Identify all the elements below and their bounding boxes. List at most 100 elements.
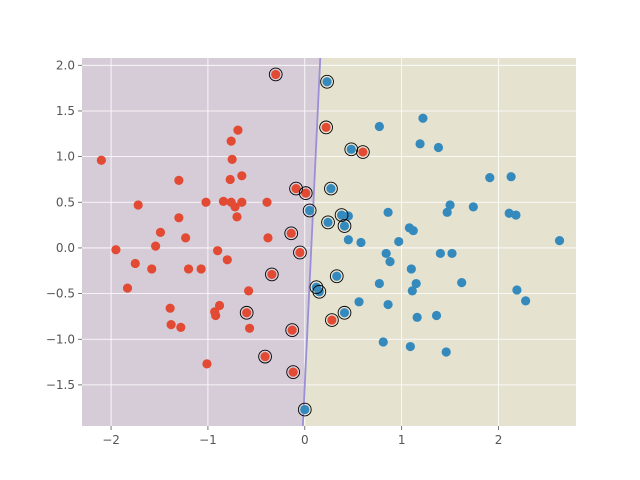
point-class-0 bbox=[174, 175, 184, 185]
point-class-0 bbox=[263, 233, 273, 243]
point-class-1 bbox=[339, 221, 350, 231]
point-class-1 bbox=[336, 210, 347, 220]
support-vector-ring bbox=[309, 280, 324, 295]
support-vector-ring bbox=[289, 181, 303, 196]
point-class-1 bbox=[405, 341, 415, 352]
point-class-1 bbox=[412, 312, 422, 322]
point-class-0 bbox=[166, 320, 176, 330]
decision-regions bbox=[82, 58, 576, 426]
point-class-0 bbox=[165, 303, 175, 313]
region-class-1 bbox=[302, 58, 576, 426]
point-class-0 bbox=[202, 359, 212, 369]
point-class-0 bbox=[130, 258, 140, 269]
point-class-1 bbox=[411, 278, 421, 289]
point-class-0 bbox=[147, 264, 157, 274]
point-class-0 bbox=[227, 154, 237, 164]
x-tick-label: 2 bbox=[495, 433, 503, 447]
point-class-0 bbox=[358, 147, 368, 157]
support-vector-ring bbox=[268, 67, 283, 82]
x-tick-label: −2 bbox=[102, 433, 120, 447]
support-vector-ring bbox=[293, 245, 307, 260]
point-class-0 bbox=[295, 247, 305, 258]
point-class-1 bbox=[339, 308, 350, 318]
point-class-1 bbox=[356, 237, 366, 248]
point-class-0 bbox=[286, 228, 296, 238]
x-axis-ticks: −2 −1 0 1 2 bbox=[102, 426, 502, 447]
point-class-0 bbox=[214, 300, 225, 311]
point-class-0 bbox=[321, 122, 331, 132]
point-class-0 bbox=[244, 286, 254, 296]
point-class-1 bbox=[554, 236, 565, 246]
boundary-line bbox=[301, 58, 322, 426]
support-vector-ring bbox=[344, 142, 359, 157]
point-class-0 bbox=[287, 325, 297, 335]
support-vector-ring bbox=[312, 284, 327, 299]
support-vector-ring bbox=[320, 74, 334, 89]
point-class-0 bbox=[111, 245, 121, 255]
point-class-0 bbox=[96, 155, 106, 165]
point-class-1 bbox=[394, 236, 404, 247]
support-vector-ring bbox=[284, 226, 299, 241]
point-class-1 bbox=[485, 173, 495, 183]
point-class-0 bbox=[262, 197, 272, 207]
decision-boundary-line bbox=[301, 58, 322, 426]
point-class-0 bbox=[133, 200, 143, 210]
point-class-1 bbox=[521, 296, 531, 306]
y-tick-label: 0.5 bbox=[56, 195, 75, 209]
point-class-1 bbox=[381, 248, 391, 259]
point-class-0 bbox=[218, 196, 229, 206]
x-tick-label: 1 bbox=[398, 433, 406, 447]
point-class-0 bbox=[271, 69, 281, 80]
point-class-0 bbox=[301, 188, 311, 198]
point-class-0 bbox=[151, 241, 161, 251]
support-vector-ring bbox=[258, 349, 272, 364]
support-vector-ring bbox=[265, 267, 279, 282]
point-class-1 bbox=[385, 257, 395, 267]
support-vector-ring bbox=[286, 365, 301, 379]
point-class-0 bbox=[242, 308, 252, 318]
support-vector-ring bbox=[337, 305, 352, 320]
point-class-1 bbox=[457, 278, 467, 288]
y-tick-label: −1.0 bbox=[46, 332, 75, 346]
point-class-1 bbox=[354, 297, 364, 307]
support-vector-ring bbox=[298, 186, 313, 200]
point-class-1 bbox=[374, 121, 384, 132]
point-class-0 bbox=[155, 227, 166, 238]
point-class-1 bbox=[300, 404, 310, 415]
support-vector-ring bbox=[324, 181, 338, 196]
point-class-0 bbox=[230, 202, 240, 212]
point-class-1 bbox=[346, 144, 356, 154]
point-class-1 bbox=[378, 337, 388, 347]
point-class-1 bbox=[407, 286, 417, 296]
point-class-1 bbox=[374, 278, 384, 289]
support-vector-ring bbox=[325, 313, 339, 327]
y-tick-label: 0.0 bbox=[56, 241, 75, 255]
point-class-1 bbox=[445, 200, 455, 210]
point-class-1 bbox=[408, 225, 418, 236]
point-class-1 bbox=[343, 235, 353, 245]
point-class-0 bbox=[174, 213, 184, 223]
point-class-0 bbox=[226, 136, 236, 146]
support-vector-ring bbox=[319, 120, 333, 135]
point-class-0 bbox=[225, 174, 235, 185]
support-vector-ring bbox=[356, 145, 370, 159]
point-class-0 bbox=[291, 183, 301, 194]
point-class-0 bbox=[183, 264, 194, 274]
y-tick-label: 1.0 bbox=[56, 150, 75, 164]
region-class-0 bbox=[82, 58, 321, 426]
y-tick-label: −1.5 bbox=[46, 378, 75, 392]
point-class-0 bbox=[327, 315, 337, 325]
point-class-1 bbox=[447, 248, 457, 259]
point-class-1 bbox=[511, 210, 521, 220]
point-class-1 bbox=[383, 207, 393, 217]
point-class-0 bbox=[222, 255, 232, 265]
point-class-0 bbox=[181, 233, 191, 243]
point-class-1 bbox=[468, 202, 478, 212]
support-vector-ring bbox=[302, 203, 317, 218]
point-class-1 bbox=[506, 172, 516, 182]
point-class-1 bbox=[418, 113, 428, 123]
point-class-1 bbox=[442, 207, 452, 217]
point-class-0 bbox=[201, 197, 211, 207]
x-tick-label: 0 bbox=[301, 433, 309, 447]
